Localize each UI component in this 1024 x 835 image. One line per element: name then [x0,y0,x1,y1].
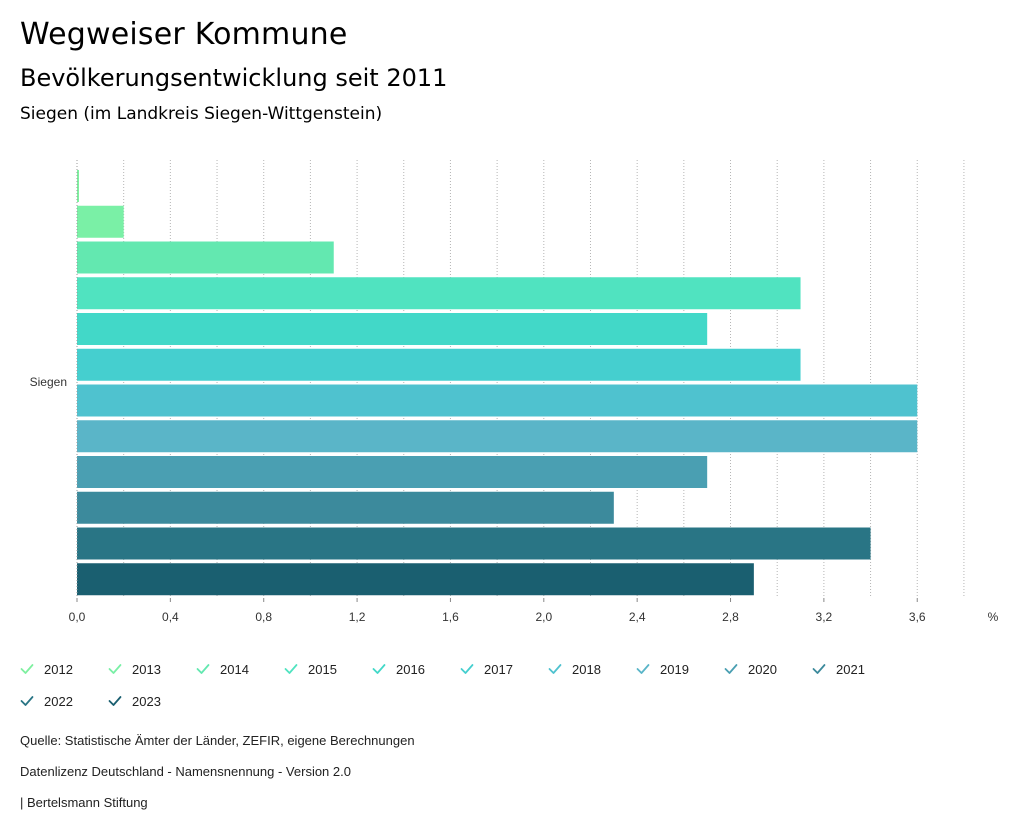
bar-2019[interactable] [77,420,918,453]
legend-item-2014[interactable]: 2014 [196,660,249,678]
bar-2012[interactable] [77,170,79,202]
legend-item-2015[interactable]: 2015 [284,660,337,678]
x-tick-label: 0,8 [255,610,272,624]
check-icon [548,664,562,674]
legend-label: 2023 [132,693,161,709]
legend-label: 2018 [572,661,601,677]
chart-subtitle: Bevölkerungsentwicklung seit 2011 [20,64,448,92]
x-tick-label: 1,6 [442,610,459,624]
legend-label: 2016 [396,661,425,677]
legend-label: 2014 [220,661,249,677]
check-icon [460,664,474,674]
publisher-note: | Bertelsmann Stiftung [20,795,148,810]
bar-2016[interactable] [77,313,708,345]
check-icon [636,664,650,674]
bar-2023[interactable] [77,563,754,596]
check-icon [20,664,34,674]
license-note: Datenlizenz Deutschland - Namensnennung … [20,764,351,779]
legend-item-2012[interactable]: 2012 [20,660,73,678]
legend-label: 2019 [660,661,689,677]
bar-2020[interactable] [77,456,708,488]
bar-2022[interactable] [77,527,871,560]
x-tick-label: 2,0 [535,610,552,624]
check-icon [196,664,210,674]
check-icon [284,664,298,674]
legend-item-2020[interactable]: 2020 [724,660,777,678]
x-tick-label: 3,6 [909,610,926,624]
legend-label: 2020 [748,661,777,677]
legend-item-2018[interactable]: 2018 [548,660,601,678]
category-label: Siegen [30,375,67,389]
bar-2015[interactable] [77,277,801,310]
check-icon [372,664,386,674]
bar-2021[interactable] [77,491,614,524]
x-tick-label: 0,0 [69,610,86,624]
legend-label: 2021 [836,661,865,677]
legend-label: 2013 [132,661,161,677]
check-icon [108,696,122,706]
x-tick-label: 3,2 [816,610,833,624]
legend-item-2019[interactable]: 2019 [636,660,689,678]
page-title: Wegweiser Kommune [20,17,348,52]
bar-2013[interactable] [77,205,124,238]
legend-label: 2012 [44,661,73,677]
bar-chart: Siegen 0,0 0,4 0,8 1,2 1,6 2,0 2,4 2,8 3,2 3,6% [30,160,999,624]
region-label: Siegen (im Landkreis Siegen-Wittgenstein… [20,104,383,124]
legend-item-2013[interactable]: 2013 [108,660,161,678]
bar-2017[interactable] [77,348,801,381]
x-tick-label: 0,4 [162,610,179,624]
legend-item-2023[interactable]: 2023 [108,692,161,710]
legend-label: 2022 [44,693,73,709]
check-icon [812,664,826,674]
bar-2014[interactable] [77,241,334,274]
source-note: Quelle: Statistische Ämter der Länder, Z… [20,733,415,748]
legend-item-2022[interactable]: 2022 [20,692,73,710]
check-icon [108,664,122,674]
x-tick-label: 1,2 [349,610,366,624]
legend-label: 2015 [308,661,337,677]
x-tick-label: 2,8 [722,610,739,624]
legend-item-2021[interactable]: 2021 [812,660,865,678]
x-axis-unit: % [988,610,999,624]
x-tick-label: 2,4 [629,610,646,624]
check-icon [724,664,738,674]
legend-item-2016[interactable]: 2016 [372,660,425,678]
check-icon [20,696,34,706]
legend-item-2017[interactable]: 2017 [460,660,513,678]
bar-2018[interactable] [77,384,918,417]
legend-label: 2017 [484,661,513,677]
